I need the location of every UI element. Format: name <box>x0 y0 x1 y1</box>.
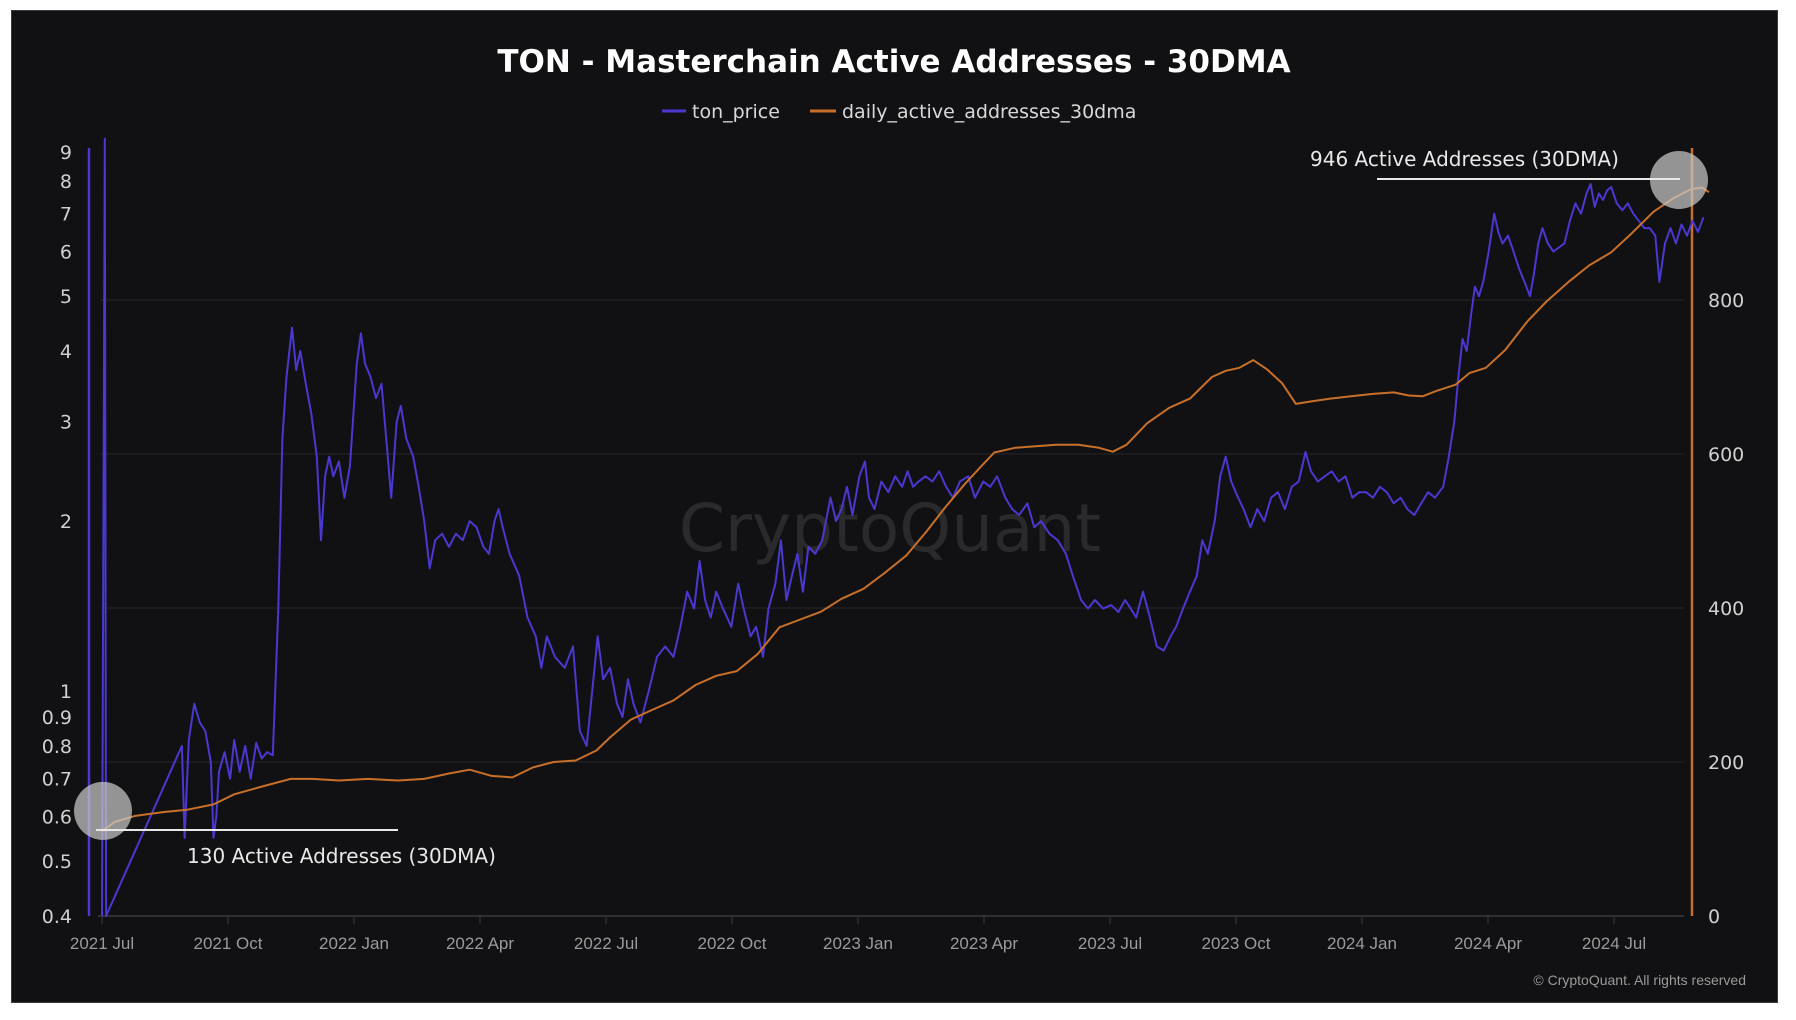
y-left-tick-label: 0.9 <box>42 707 72 729</box>
y-left-tick-label: 6 <box>60 242 72 264</box>
x-tick-label: 2023 Jul <box>1078 934 1142 953</box>
x-tick-label: 2024 Jul <box>1582 934 1646 953</box>
watermark: CryptoQuant <box>679 490 1101 567</box>
x-tick-label: 2022 Oct <box>698 934 767 953</box>
y-right-tick-label: 400 <box>1708 598 1744 620</box>
y-right-tick-label: 200 <box>1708 752 1744 774</box>
annotations: 130 Active Addresses (30DMA) 946 Active A… <box>74 147 1708 868</box>
y-left-tick-label: 8 <box>60 171 72 193</box>
legend-label-daily-active-addresses: daily_active_addresses_30dma <box>842 101 1136 123</box>
y-left-tick-label: 3 <box>60 412 72 434</box>
y-axis-left: 0.4 0.5 0.6 0.7 0.8 0.9 1 2 3 4 5 6 7 8 9 <box>42 142 91 928</box>
y-axis-right: 0 200 400 600 800 <box>1690 148 1744 928</box>
y-right-tick-label: 800 <box>1708 290 1744 312</box>
legend-item-daily-active-addresses[interactable]: daily_active_addresses_30dma <box>810 101 1136 123</box>
y-left-tick-label: 9 <box>60 142 72 164</box>
x-tick-label: 2021 Jul <box>70 934 134 953</box>
series-layer <box>101 137 1710 917</box>
y-left-tick-label: 5 <box>60 286 72 308</box>
y-left-tick-label: 2 <box>60 511 72 533</box>
x-tick-label: 2024 Apr <box>1454 934 1522 953</box>
x-tick-label: 2024 Jan <box>1327 934 1397 953</box>
x-tick-label: 2022 Apr <box>446 934 514 953</box>
y-left-tick-label: 0.6 <box>42 807 72 829</box>
y-left-tick-label: 0.4 <box>42 906 72 928</box>
y-left-tick-label: 1 <box>60 681 72 703</box>
annotation-label-end: 946 Active Addresses (30DMA) <box>1310 147 1619 171</box>
chart-panel <box>11 10 1778 1003</box>
x-axis: 2021 Jul 2021 Oct 2022 Jan 2022 Apr 2022 Jul… <box>70 915 1684 953</box>
y-right-tick-label: 0 <box>1708 906 1720 928</box>
chart-title: TON - Masterchain Active Addresses - 30D… <box>497 44 1290 80</box>
legend-label-ton-price: ton_price <box>692 101 780 123</box>
y-right-tick-label: 600 <box>1708 444 1744 466</box>
x-tick-label: 2023 Apr <box>950 934 1018 953</box>
x-tick-label: 2022 Jul <box>574 934 638 953</box>
annotation-marker-start <box>74 781 132 840</box>
legend: ton_price daily_active_addresses_30dma <box>662 101 1136 123</box>
gridlines <box>100 299 1684 763</box>
series-line-ton-price <box>101 137 1705 917</box>
y-left-tick-label: 4 <box>60 341 72 363</box>
y-left-tick-label: 0.7 <box>42 769 72 791</box>
y-left-tick-label: 7 <box>60 204 72 226</box>
y-left-tick-label: 0.8 <box>42 736 72 758</box>
legend-item-ton-price[interactable]: ton_price <box>662 101 780 123</box>
annotation-label-start: 130 Active Addresses (30DMA) <box>187 844 496 868</box>
x-tick-label: 2023 Oct <box>1202 934 1271 953</box>
x-tick-label: 2023 Jan <box>823 934 893 953</box>
series-line-daily-active-addresses-30dma <box>101 186 1710 833</box>
copyright: © CryptoQuant. All rights reserved <box>1533 972 1746 988</box>
x-tick-label: 2021 Oct <box>194 934 263 953</box>
x-tick-label: 2022 Jan <box>319 934 389 953</box>
y-left-tick-label: 0.5 <box>42 851 72 873</box>
